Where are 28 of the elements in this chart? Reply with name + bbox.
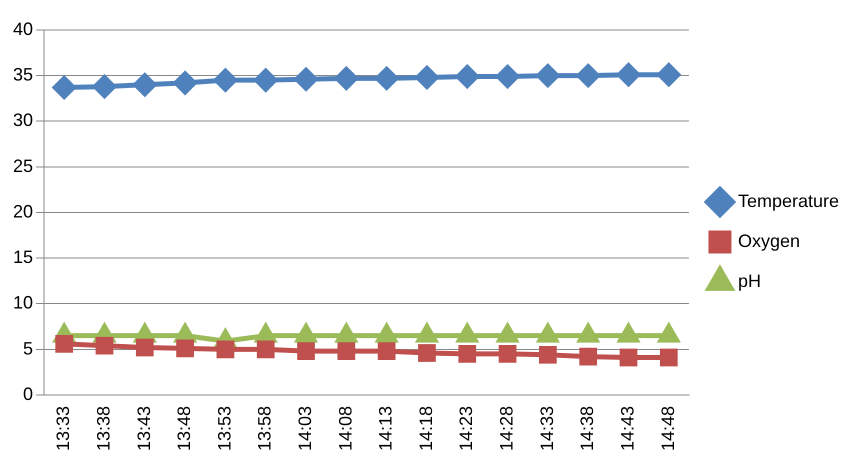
x-tick-label: 13:48 [174, 406, 194, 452]
y-tick-label: 35 [12, 64, 34, 85]
x-tick-label: 14:23 [456, 406, 476, 452]
legend-label: Oxygen [738, 230, 800, 251]
x-tick-label: 14:08 [335, 406, 356, 452]
y-tick-label: 15 [12, 247, 34, 268]
x-tick-label: 14:43 [617, 406, 638, 452]
y-tick-label: 0 [23, 384, 34, 404]
x-tick-label: 13:33 [53, 406, 74, 452]
y-tick-label: 40 [12, 18, 34, 39]
x-tick-label: 14:48 [658, 406, 678, 452]
legend-label: Temperature [738, 190, 840, 211]
legend-label: pH [738, 270, 761, 291]
y-tick-label: 20 [12, 201, 34, 222]
x-tick-label: 13:38 [93, 406, 114, 452]
y-tick-label: 10 [12, 292, 34, 313]
x-tick-label: 14:03 [294, 406, 315, 452]
y-tick-label: 5 [23, 338, 34, 358]
x-tick-label: 14:33 [536, 406, 557, 452]
x-tick-label: 13:53 [214, 406, 234, 452]
y-tick-label: 30 [12, 110, 34, 130]
x-tick-label: 14:28 [496, 406, 517, 452]
x-tick-label: 13:43 [134, 406, 154, 452]
x-tick-label: 14:13 [376, 406, 396, 452]
y-tick-label: 25 [12, 156, 34, 176]
x-tick-label: 13:58 [254, 406, 275, 452]
x-tick-label: 14:18 [416, 406, 436, 452]
x-tick-label: 14:38 [577, 406, 598, 452]
